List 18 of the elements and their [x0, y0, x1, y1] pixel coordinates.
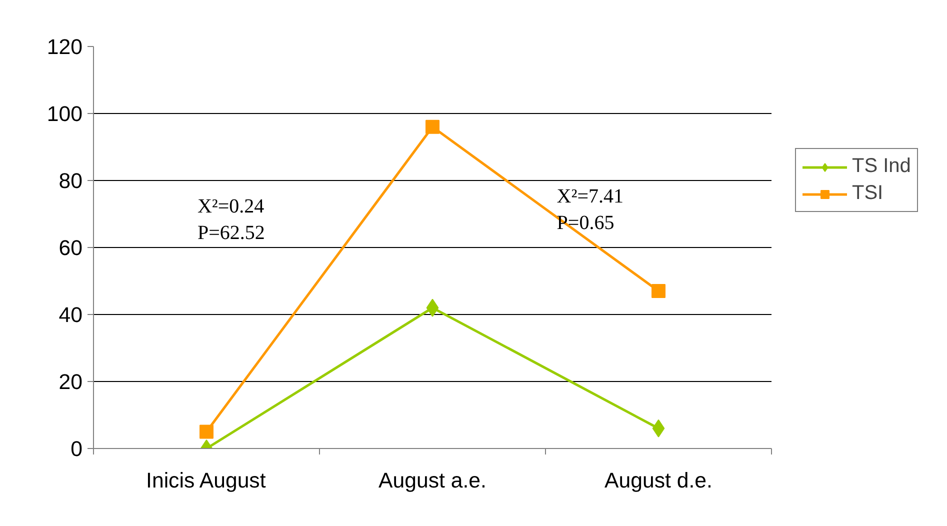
point	[426, 120, 440, 134]
legend-label: TS Ind	[852, 155, 911, 178]
y-tick-label: 60	[58, 236, 83, 260]
y-tick-label: 0	[70, 437, 83, 461]
y-tick-label: 40	[58, 303, 83, 327]
x-tick-label: Inicis August	[146, 468, 266, 492]
x-tick-label: August a.e.	[378, 468, 486, 492]
y-tick-label: 20	[58, 370, 83, 394]
legend-label: TSI	[852, 182, 884, 205]
y-tick-label: 80	[58, 169, 83, 193]
annotation: X²=0.24 P=62.52	[197, 196, 265, 244]
point	[652, 419, 665, 438]
point	[652, 284, 666, 298]
y-tick-label: 120	[46, 35, 83, 59]
point	[426, 298, 439, 317]
y-tick-label: 100	[46, 102, 83, 126]
point	[200, 424, 214, 439]
x-tick-label: August d.e.	[604, 468, 712, 492]
